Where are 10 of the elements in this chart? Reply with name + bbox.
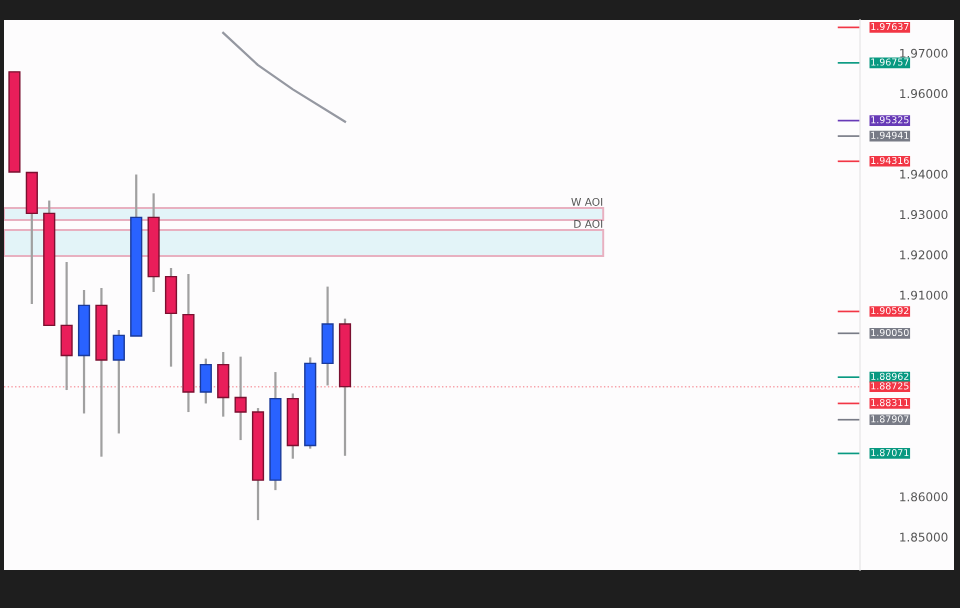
candlestick (286, 392, 299, 460)
candlestick (112, 328, 125, 435)
candlestick (60, 260, 73, 392)
candlestick (321, 285, 334, 387)
line-series (222, 31, 347, 123)
candlestick (234, 355, 247, 442)
candlestick (199, 357, 212, 405)
candlestick (25, 171, 38, 306)
candlestick (164, 266, 178, 368)
candlestick (217, 350, 230, 418)
